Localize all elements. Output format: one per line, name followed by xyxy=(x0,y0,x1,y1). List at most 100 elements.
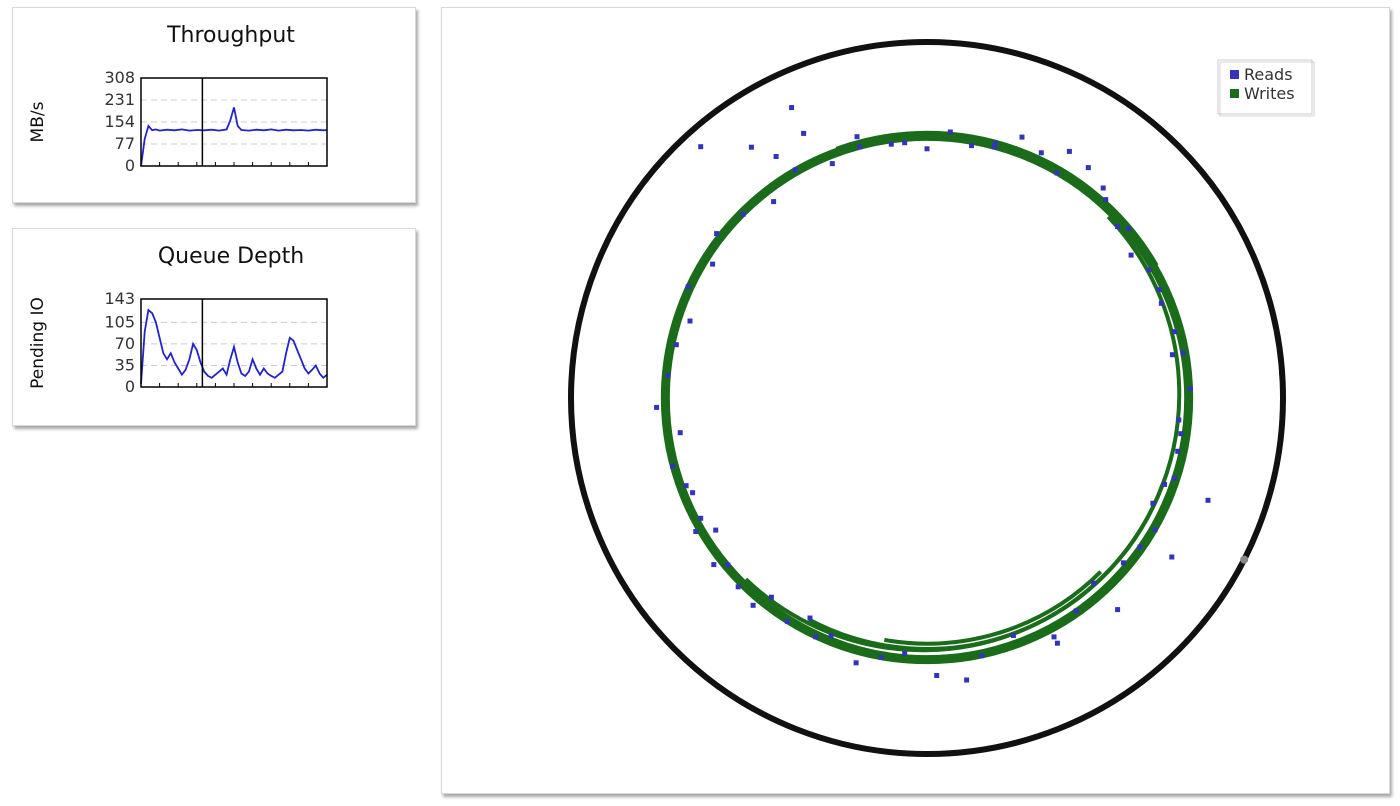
read-point xyxy=(1103,197,1109,203)
read-point xyxy=(789,105,795,111)
plot-frame xyxy=(140,77,328,167)
read-point xyxy=(1091,580,1097,586)
read-point xyxy=(683,483,689,489)
read-point xyxy=(771,199,777,205)
read-point xyxy=(750,602,756,608)
read-point xyxy=(854,134,860,140)
read-point xyxy=(924,146,930,152)
write-arc xyxy=(835,130,1159,267)
read-point xyxy=(934,673,940,678)
chart-title: Queue Depth xyxy=(158,244,304,269)
read-point xyxy=(773,154,779,159)
read-point xyxy=(969,143,974,149)
read-point xyxy=(991,144,997,150)
read-point xyxy=(698,144,704,150)
throughput-chart: Throughput MB/s 0 77 154 231 308 xyxy=(28,23,328,175)
legend-entry: Reads xyxy=(1244,65,1293,84)
read-point xyxy=(1178,431,1184,437)
read-point xyxy=(693,529,699,534)
read-point xyxy=(735,584,741,590)
read-point xyxy=(713,527,719,533)
y-tick-label: 77 xyxy=(115,134,135,153)
read-point xyxy=(670,463,675,469)
read-point xyxy=(1171,475,1177,481)
read-point xyxy=(1180,350,1186,356)
read-point xyxy=(828,633,834,639)
platter-ring xyxy=(568,39,1286,757)
read-point xyxy=(1128,252,1134,258)
read-point xyxy=(1115,607,1121,613)
read-point xyxy=(1054,640,1060,646)
read-point xyxy=(1169,554,1175,560)
read-point xyxy=(1051,634,1057,640)
read-point xyxy=(784,618,790,624)
read-point xyxy=(690,490,696,496)
series-line xyxy=(140,308,328,384)
read-point xyxy=(902,140,908,146)
read-point xyxy=(1100,185,1106,191)
read-point xyxy=(1150,500,1156,506)
read-point xyxy=(711,562,717,568)
read-point xyxy=(1175,448,1181,454)
read-point xyxy=(792,167,798,173)
read-point xyxy=(1172,329,1178,335)
read-point xyxy=(1187,386,1193,392)
read-point xyxy=(857,144,863,150)
read-point xyxy=(714,231,720,237)
read-point xyxy=(710,261,716,267)
legend-entry: Writes xyxy=(1244,84,1295,103)
chart-title: Throughput xyxy=(166,23,295,48)
y-tick-label: 308 xyxy=(104,68,135,87)
read-point xyxy=(1120,560,1126,566)
y-tick-label: 70 xyxy=(115,334,135,353)
queue-depth-panel: Queue Depth Pending IO 0 35 70 105 143 xyxy=(12,228,416,426)
read-point xyxy=(673,342,679,348)
read-point xyxy=(813,634,819,640)
read-point xyxy=(665,372,671,378)
y-tick-label: 154 xyxy=(104,112,135,131)
series-line xyxy=(140,107,328,167)
read-point xyxy=(1019,134,1025,140)
write-track xyxy=(660,131,1194,665)
read-point xyxy=(1162,481,1167,487)
read-point xyxy=(698,515,704,521)
read-point xyxy=(1146,267,1152,273)
y-axis-label: Pending IO xyxy=(28,297,48,389)
read-point xyxy=(1073,608,1079,614)
read-point xyxy=(1205,497,1211,503)
read-point xyxy=(725,562,731,568)
read-point xyxy=(654,404,660,410)
read-point xyxy=(677,430,683,436)
write-arc xyxy=(808,483,1165,651)
read-point xyxy=(1176,417,1182,423)
read-point xyxy=(1156,287,1162,293)
read-point xyxy=(740,211,746,217)
read-point xyxy=(1137,544,1143,550)
read-point xyxy=(1115,224,1120,229)
read-point xyxy=(1126,226,1132,232)
read-point xyxy=(964,677,970,683)
y-tick-label: 0 xyxy=(125,377,135,396)
read-point xyxy=(801,130,807,136)
y-tick-label: 231 xyxy=(104,90,135,109)
read-point xyxy=(853,660,859,666)
read-point xyxy=(947,129,953,135)
read-point xyxy=(878,654,884,660)
read-point xyxy=(687,318,693,324)
read-point xyxy=(902,650,908,656)
read-point xyxy=(768,594,774,600)
write-arc xyxy=(883,570,1103,646)
head-indicator xyxy=(1240,555,1249,564)
read-point xyxy=(992,141,998,146)
y-axis-label: MB/s xyxy=(28,101,48,142)
read-point xyxy=(1152,527,1158,533)
read-point xyxy=(748,144,754,150)
y-tick-label: 35 xyxy=(115,355,135,374)
read-point xyxy=(1054,170,1060,176)
read-point xyxy=(1038,150,1044,156)
read-point xyxy=(685,284,691,290)
read-point xyxy=(1169,352,1175,358)
queue-depth-chart: Queue Depth Pending IO 0 35 70 105 143 xyxy=(28,244,328,396)
